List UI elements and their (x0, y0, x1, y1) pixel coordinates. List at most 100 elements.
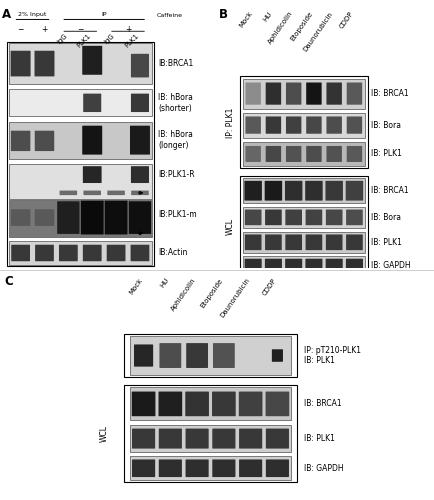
FancyBboxPatch shape (245, 258, 262, 272)
FancyBboxPatch shape (265, 258, 282, 272)
Bar (243, 142, 365, 167)
Bar (7, 42, 154, 266)
Text: Caffeine: Caffeine (156, 13, 182, 18)
Bar (243, 256, 365, 275)
FancyBboxPatch shape (59, 190, 77, 195)
Text: IB:PLK1-m: IB:PLK1-m (158, 210, 197, 219)
Text: IB: BRCA1: IB: BRCA1 (371, 89, 409, 98)
Text: IgG: IgG (56, 32, 68, 45)
FancyBboxPatch shape (11, 130, 30, 151)
Bar (130, 388, 291, 420)
Text: IB: PLK1: IB: PLK1 (371, 238, 402, 247)
FancyBboxPatch shape (107, 244, 125, 261)
FancyBboxPatch shape (245, 234, 262, 250)
FancyBboxPatch shape (326, 146, 342, 162)
FancyBboxPatch shape (266, 116, 281, 134)
Text: Aphidicolin: Aphidicolin (170, 277, 197, 312)
FancyBboxPatch shape (83, 94, 101, 112)
FancyBboxPatch shape (306, 116, 322, 134)
FancyBboxPatch shape (239, 428, 262, 448)
Text: WCL: WCL (100, 426, 108, 442)
Bar (130, 456, 291, 480)
Bar (9, 90, 152, 116)
Text: IB: hBora
(shorter): IB: hBora (shorter) (158, 93, 193, 112)
FancyBboxPatch shape (286, 82, 301, 104)
Text: A: A (2, 8, 11, 20)
FancyBboxPatch shape (59, 244, 78, 261)
Text: IB: BRCA1: IB: BRCA1 (371, 186, 409, 195)
Text: PLK1: PLK1 (124, 32, 140, 49)
Text: Daunorubicin: Daunorubicin (219, 277, 251, 319)
FancyBboxPatch shape (130, 126, 150, 154)
FancyBboxPatch shape (326, 82, 342, 104)
FancyBboxPatch shape (346, 210, 363, 225)
FancyBboxPatch shape (285, 234, 302, 250)
Text: IB: PLK1: IB: PLK1 (371, 150, 402, 158)
Text: Aphidicolin: Aphidicolin (266, 10, 294, 46)
Text: IP: pT210-PLK1
IB: PLK1: IP: pT210-PLK1 IB: PLK1 (304, 346, 361, 365)
FancyBboxPatch shape (326, 234, 342, 250)
FancyBboxPatch shape (326, 210, 342, 225)
FancyBboxPatch shape (35, 210, 54, 226)
Bar (9, 200, 152, 237)
FancyBboxPatch shape (285, 181, 302, 201)
Text: Daunorubicin: Daunorubicin (302, 10, 334, 52)
Bar (130, 425, 291, 452)
Bar (243, 178, 365, 203)
Text: IB: Bora: IB: Bora (371, 120, 401, 130)
FancyBboxPatch shape (266, 460, 289, 477)
Text: IB: GAPDH: IB: GAPDH (371, 261, 411, 270)
FancyBboxPatch shape (245, 210, 262, 225)
FancyBboxPatch shape (35, 130, 54, 151)
Text: IB: PLK1: IB: PLK1 (304, 434, 335, 443)
Text: IgG: IgG (104, 32, 116, 45)
Text: B: B (219, 8, 228, 20)
FancyBboxPatch shape (266, 82, 281, 104)
Bar (243, 232, 365, 253)
Text: −: − (77, 24, 83, 34)
FancyBboxPatch shape (305, 181, 322, 201)
FancyBboxPatch shape (83, 166, 102, 183)
FancyBboxPatch shape (158, 392, 182, 416)
FancyBboxPatch shape (246, 116, 261, 134)
Bar (130, 336, 291, 375)
FancyBboxPatch shape (285, 210, 302, 225)
Text: Mock: Mock (128, 277, 144, 295)
Text: IB: Bora: IB: Bora (371, 213, 401, 222)
Text: HU: HU (159, 277, 170, 289)
Text: Mock: Mock (238, 10, 253, 29)
FancyBboxPatch shape (326, 116, 342, 134)
FancyBboxPatch shape (186, 428, 209, 448)
FancyBboxPatch shape (107, 190, 125, 195)
Bar (240, 76, 368, 168)
Text: IB: hBora
(longer): IB: hBora (longer) (158, 130, 193, 150)
FancyBboxPatch shape (35, 244, 54, 261)
FancyBboxPatch shape (326, 181, 343, 201)
Text: Etoposide: Etoposide (289, 10, 314, 42)
FancyBboxPatch shape (347, 116, 362, 134)
FancyBboxPatch shape (272, 350, 283, 362)
FancyBboxPatch shape (265, 210, 282, 225)
Text: IP: PLK1: IP: PLK1 (226, 108, 234, 138)
FancyBboxPatch shape (10, 50, 30, 76)
FancyBboxPatch shape (212, 392, 236, 416)
Text: PLK1: PLK1 (76, 32, 92, 49)
FancyBboxPatch shape (239, 392, 263, 416)
Bar (243, 112, 365, 138)
Text: IB:BRCA1: IB:BRCA1 (158, 59, 194, 68)
Bar (124, 334, 297, 377)
FancyBboxPatch shape (83, 244, 102, 261)
Text: IP: IP (102, 12, 107, 16)
FancyBboxPatch shape (159, 428, 182, 448)
Bar (240, 176, 368, 276)
FancyBboxPatch shape (186, 343, 208, 368)
FancyBboxPatch shape (306, 146, 322, 162)
FancyBboxPatch shape (159, 460, 182, 477)
Bar (9, 164, 152, 199)
FancyBboxPatch shape (82, 46, 102, 75)
FancyBboxPatch shape (81, 200, 104, 234)
FancyBboxPatch shape (11, 210, 30, 226)
FancyBboxPatch shape (105, 200, 128, 234)
FancyBboxPatch shape (266, 428, 289, 448)
FancyBboxPatch shape (131, 190, 149, 195)
